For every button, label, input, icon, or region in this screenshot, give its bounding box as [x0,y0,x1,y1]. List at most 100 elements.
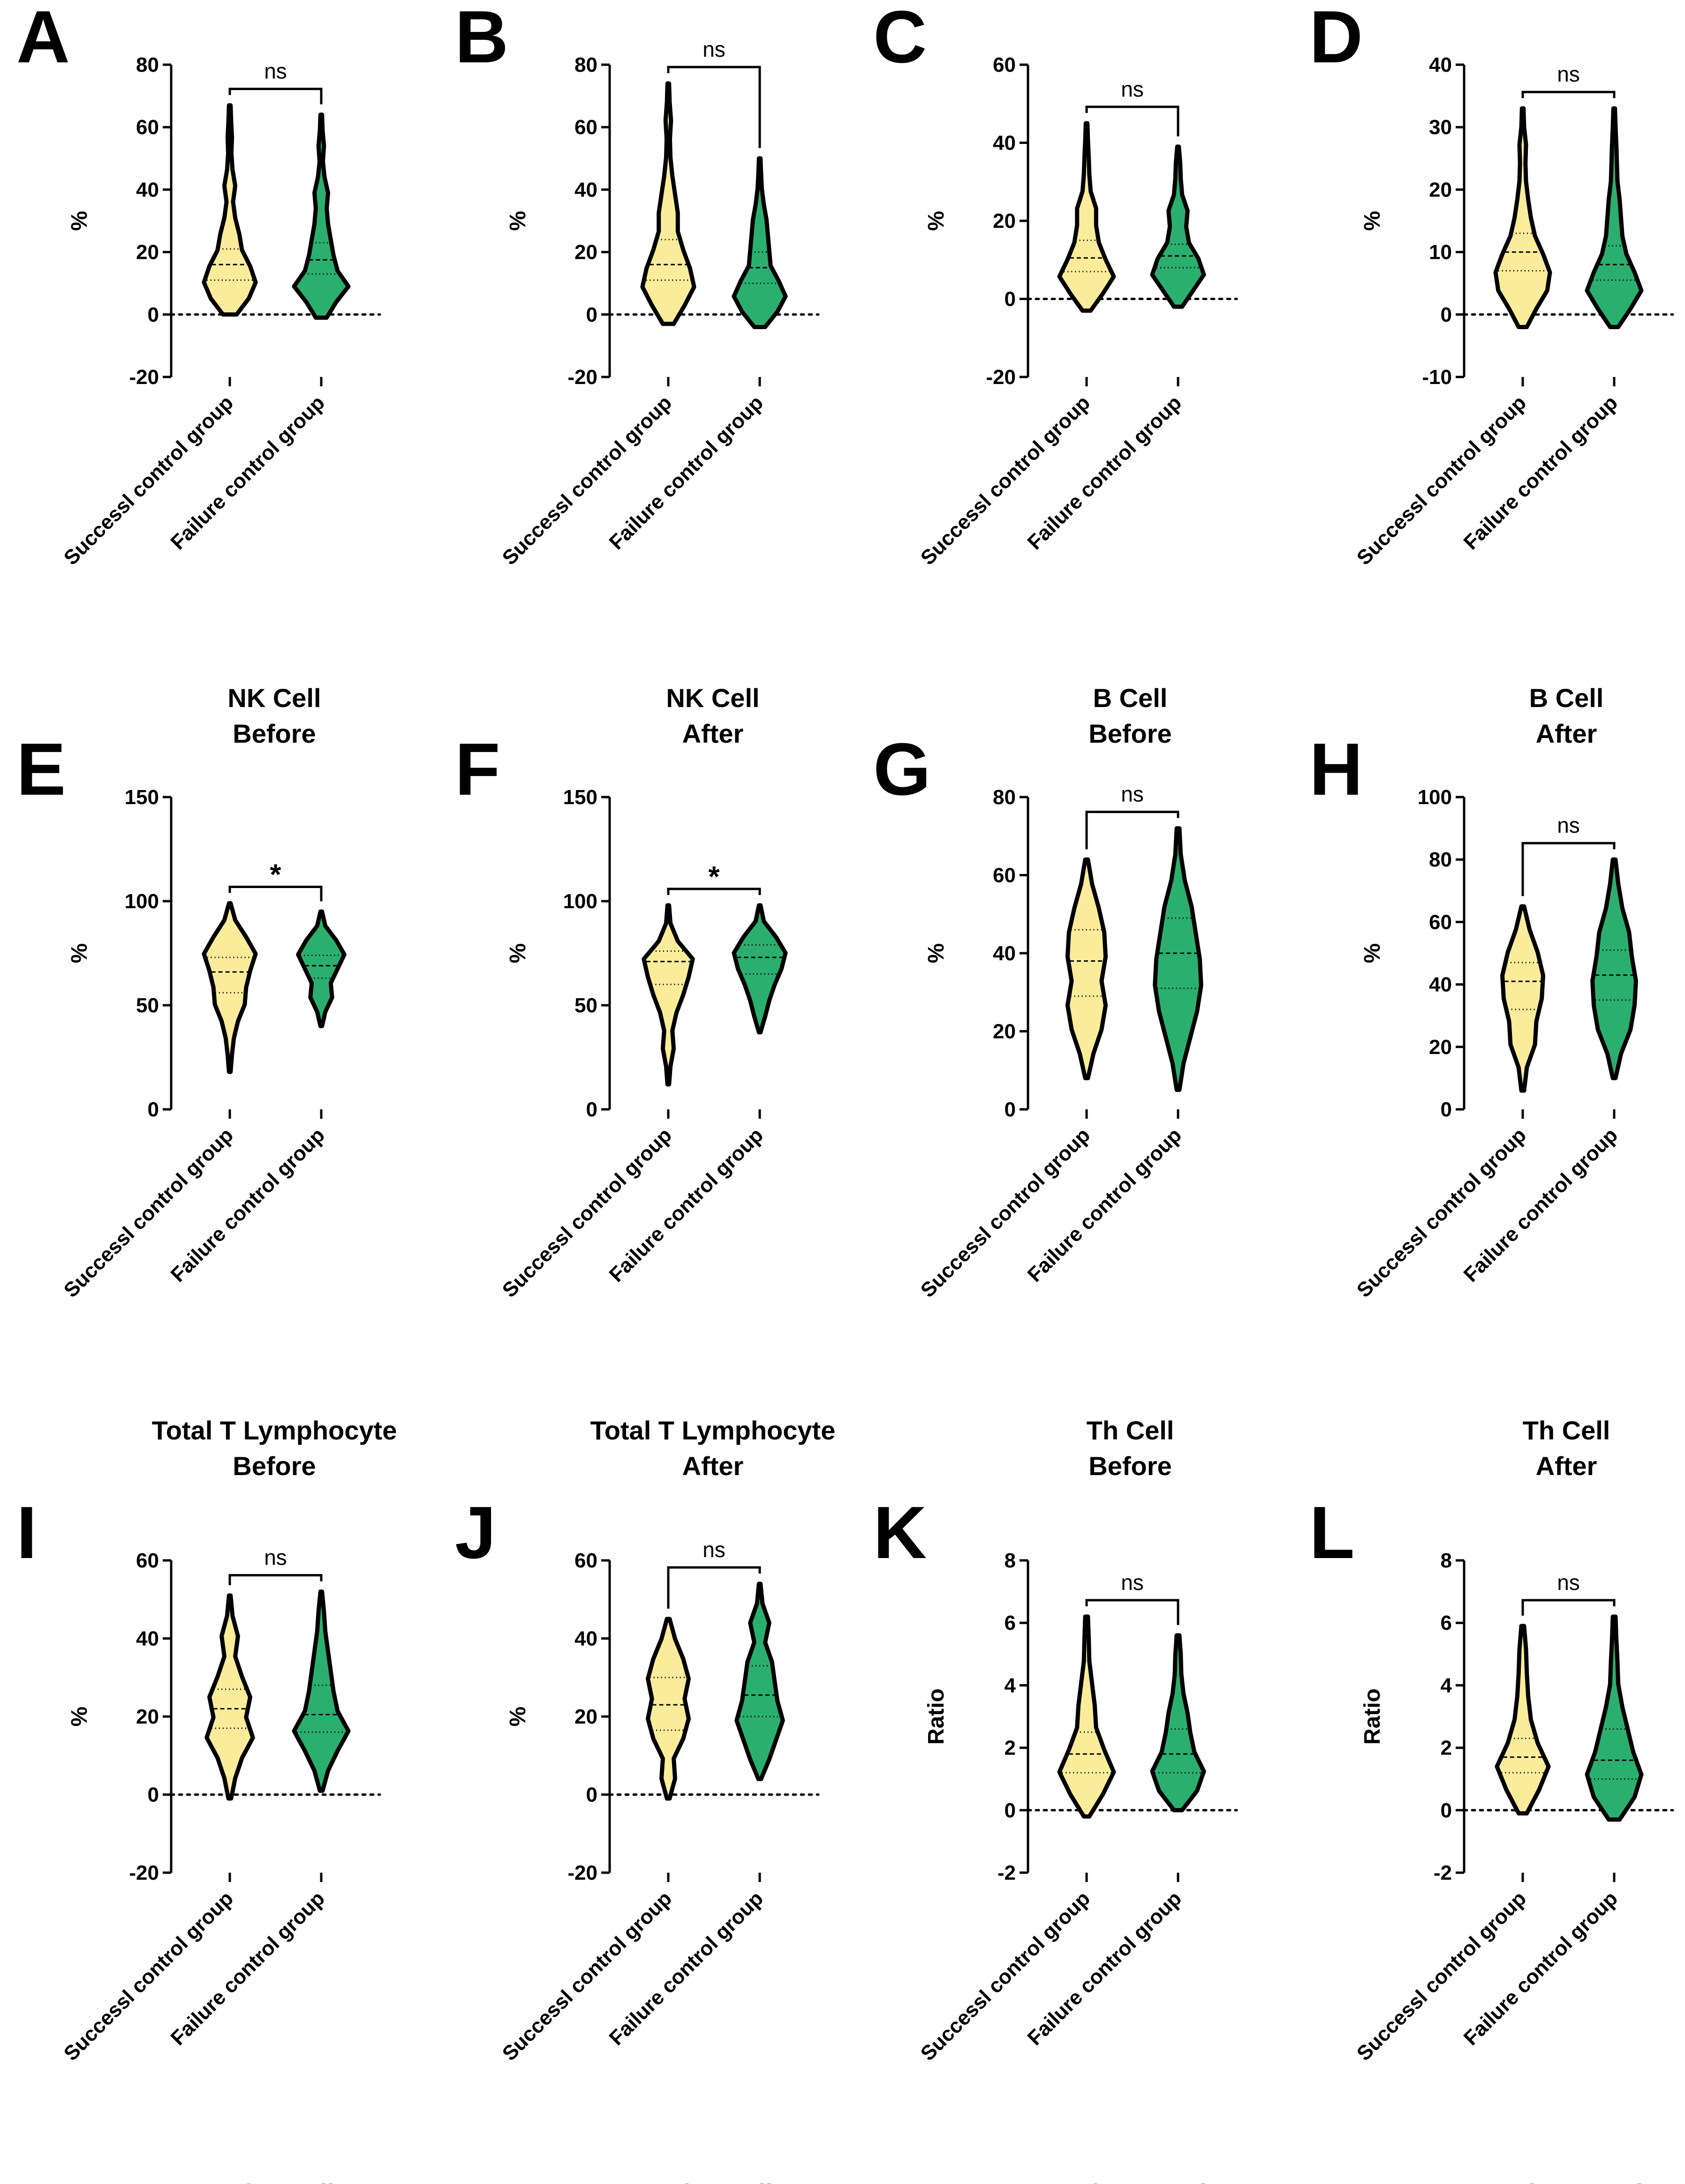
panel-b-title-line2: After [682,719,744,748]
panel-a-significance-bracket [228,88,323,105]
panel-h-y-label: % [1360,943,1385,964]
panel-g-ytick-label: 0 [1005,1098,1016,1121]
panel-e-ytick-label: 150 [125,786,159,809]
panel-k-ytick-label: 0 [1005,1799,1016,1822]
panel-b-ytick-label: -20 [567,366,597,389]
panel-k-ytick-label: 4 [1005,1674,1016,1697]
panel-d-ytick-label: 30 [1429,116,1452,139]
panel-j-ytick-label: -20 [567,1861,597,1884]
panel-j-y-label: % [506,1707,530,1727]
panel-f-violin-success [642,903,695,1087]
panel-j-category-label: Failure control group [605,1887,768,2050]
panel-h-category-label: Successl control group [1353,1123,1531,1302]
panel-a-ytick-label: 60 [136,116,159,139]
panel-c-ytick-label: 40 [993,132,1016,155]
panel-b-ytick-label: 60 [574,116,597,139]
panel-d-significance-label: ns [1557,62,1580,86]
panel-i-y-label: % [67,1707,92,1727]
panel-b-y-label: % [506,211,530,231]
panel-c-violin-success [1057,121,1116,313]
panel-e: E 0 50 100 150% Successl control groupFailure… [16,728,397,1481]
panel-i-violin-success [204,1593,255,1801]
panel-k-category-label: Failure control group [1023,1887,1186,2050]
panel-g-ytick-label: 80 [993,786,1016,809]
panel-j-ytick-label: 0 [586,1784,597,1807]
panel-e-title-line1: Total T Lymphocyte [152,1416,397,1445]
panel-c-ytick-label: -20 [986,366,1016,389]
panel-g: G 0 20 40 60 80% Successl control groupFailure… [873,728,1203,1481]
panel-g-letter: G [873,728,931,811]
panel-h-ytick-label: 0 [1441,1098,1452,1121]
panel-e-ytick-label: 100 [125,890,159,913]
panel-f-title-line1: Total T Lymphocyte [590,1416,836,1445]
panel-l-violin-success [1495,1624,1551,1815]
panel-h-significance-bracket [1521,842,1616,896]
panel-c: C -20 0 20 40 60% Successl control groupFailur… [873,0,1238,748]
panel-d-ytick-label: 40 [1429,53,1452,76]
panel-h-ytick-label: 40 [1429,973,1452,996]
panel-c-significance-bracket [1085,105,1179,136]
panel-h-ytick-label: 80 [1429,848,1452,871]
panel-d-ytick-label: -10 [1422,366,1452,389]
panel-g-ytick-label: 40 [993,942,1016,965]
panel-i-title-line1: Tc/Ts Cell [214,2179,334,2184]
panel-d-title-line2: After [1536,719,1597,748]
panel-a-y-label: % [67,211,92,231]
panel-a-ytick-label: 20 [136,241,159,264]
panel-b-category-label: Failure control group [605,391,768,554]
panel-f-title-line2: After [682,1451,744,1481]
panel-i-violin-failure [292,1589,351,1793]
panel-f-category-label: Successl control group [498,1123,676,1302]
panel-c-letter: C [873,0,927,78]
panel-e-category-label: Successl control group [60,1123,238,1302]
panel-c-category-label: Failure control group [1023,391,1186,554]
panel-d-title-line1: B Cell [1529,683,1604,713]
panel-l-category-label: Successl control group [1353,1887,1531,2065]
panel-j-title-line1: Tc/Ts Cell [653,2179,773,2184]
panel-b-ytick-label: 40 [574,178,597,201]
panel-f-ytick-label: 150 [563,786,597,809]
panel-k-category-label: Successl control group [916,1887,1095,2065]
panel-l-letter: L [1309,1491,1355,1574]
panel-l-violin-failure [1585,1614,1644,1822]
panel-k-violin-success [1057,1614,1116,1819]
panel-l-y-label: Ratio [1360,1688,1385,1745]
panel-e-ytick-label: 0 [148,1098,159,1121]
panel-c-title-line2: Before [1088,719,1171,748]
panel-b-significance-label: ns [703,37,725,61]
panel-h-title-line1: Th Cell [1523,1416,1610,1445]
panel-c-title-line1: B Cell [1093,683,1168,713]
panel-f-letter: F [455,728,500,811]
panel-i-ytick-label: 0 [148,1784,159,1807]
panel-g-title-line1: Th Cell [1087,1416,1174,1445]
panel-j-category-label: Successl control group [498,1887,676,2065]
panel-b-ytick-label: 80 [574,53,597,76]
panel-j-violin-success [646,1617,691,1801]
panel-k-letter: K [873,1491,927,1574]
panel-j-significance-bracket [667,1566,761,1609]
panel-i-category-label: Failure control group [166,1887,330,2050]
panel-f-ytick-label: 0 [586,1098,597,1121]
panel-f-ytick-label: 50 [574,994,597,1017]
panel-g-violin-success [1065,857,1108,1080]
panel-g-y-label: % [924,943,949,964]
panel-j-ytick-label: 20 [574,1705,597,1728]
panel-k-significance-bracket [1085,1599,1179,1625]
panel-e-category-label: Failure control group [166,1123,330,1287]
panel-f-y-label: % [506,943,530,964]
panel-g-significance-bracket [1085,811,1179,850]
panel-j-letter: J [455,1491,496,1574]
panel-h-ytick-label: 100 [1418,786,1452,809]
panel-k-ytick-label: 2 [1005,1737,1016,1760]
panel-f-significance-label: * [708,861,720,893]
panel-d-category-label: Failure control group [1459,391,1623,554]
panel-e-y-label: % [67,943,92,964]
panel-d-ytick-label: 20 [1429,178,1452,201]
panel-a-category-label: Successl control group [60,391,238,569]
panel-i-category-label: Successl control group [60,1887,238,2065]
panel-a-significance-label: ns [264,59,287,83]
panel-a-title-line1: NK Cell [227,683,321,713]
panel-g-significance-label: ns [1121,782,1144,806]
panel-d-ytick-label: 0 [1441,303,1452,326]
